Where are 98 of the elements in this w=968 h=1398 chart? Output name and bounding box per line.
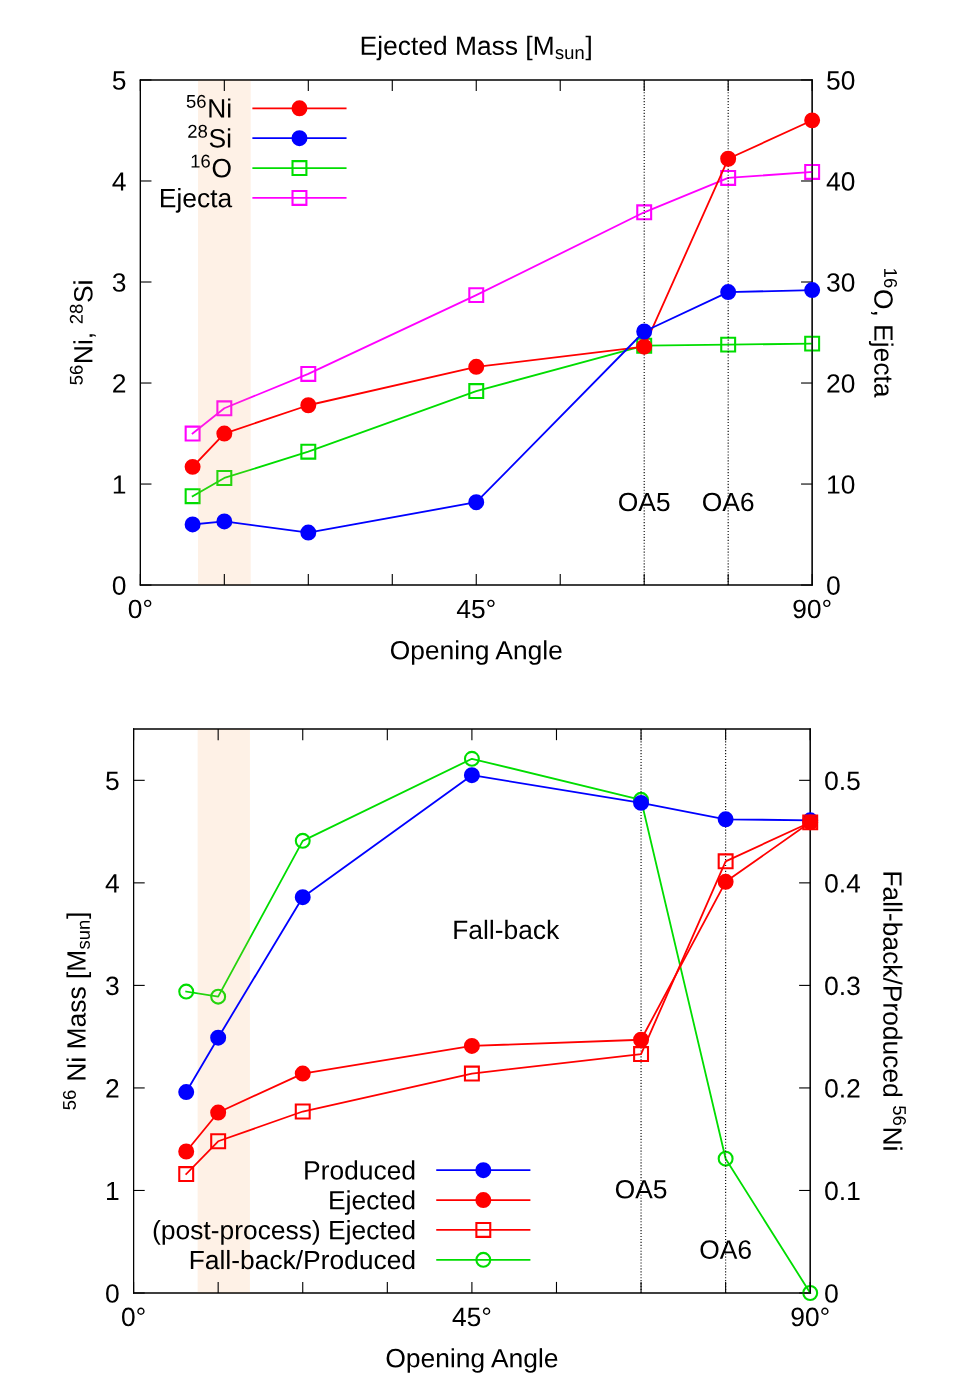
point <box>720 336 737 353</box>
point <box>463 1065 480 1082</box>
point <box>804 335 821 352</box>
point <box>300 443 317 460</box>
legend-label: Produced <box>305 1160 415 1180</box>
x-tick-label: 0° <box>128 599 152 619</box>
y2-tick-label: 50 <box>827 71 855 90</box>
chart-title: Ejected Mass [M$_{sun}$] <box>361 35 591 61</box>
y2-tick-label: 0.2 <box>825 1079 860 1098</box>
point <box>463 767 480 784</box>
legend-label: Ejected <box>330 1190 415 1215</box>
point <box>210 988 227 1005</box>
point <box>463 1037 480 1054</box>
x-tick-label: 90° <box>791 1307 829 1327</box>
point <box>178 1166 195 1183</box>
y-tick-label: 0 <box>106 1284 119 1303</box>
ref-line-label: OA5 <box>619 492 670 512</box>
point <box>178 983 195 1000</box>
point <box>804 112 821 129</box>
point <box>184 458 201 475</box>
point <box>720 169 737 186</box>
point <box>468 358 485 375</box>
y2-axis-title: Fall-back/Produced $^{56}$Ni <box>883 872 907 1150</box>
y2-tick-label: 0.4 <box>825 874 861 893</box>
legend-label: $^{56}$Ni <box>186 94 231 118</box>
x-axis-title: Opening Angle <box>386 1348 558 1373</box>
y2-tick-label: 40 <box>826 172 855 191</box>
point <box>802 1285 819 1301</box>
y-tick-label: 4 <box>105 874 119 893</box>
point <box>216 470 233 486</box>
point <box>468 287 485 304</box>
point <box>720 284 737 301</box>
y2-tick-label: 0 <box>827 576 840 595</box>
annotation: Fall-back <box>454 919 560 940</box>
y-tick-label: 5 <box>106 771 119 791</box>
y-tick-label: 4 <box>112 172 126 191</box>
point <box>717 1150 734 1167</box>
ref-line-label: OA6 <box>700 1240 751 1259</box>
point <box>294 832 311 849</box>
point <box>468 494 485 511</box>
point <box>633 1046 650 1063</box>
legend-label: (post-process) Ejected <box>153 1220 415 1245</box>
ref-line-label: OA6 <box>703 492 754 512</box>
y2-tick-label: 0 <box>825 1284 838 1303</box>
point <box>294 889 311 906</box>
y-tick-label: 3 <box>106 976 119 996</box>
y-tick-label: 3 <box>112 273 126 292</box>
point <box>210 1104 227 1121</box>
y-tick-label: 2 <box>113 374 126 393</box>
point <box>717 853 734 870</box>
legend-label: Fall-back/Produced <box>190 1249 415 1270</box>
y-tick-label: 1 <box>107 1181 119 1201</box>
y2-tick-label: 0.1 <box>825 1181 860 1201</box>
point <box>294 1103 311 1120</box>
y-axis-title: $^{56}$ Ni Mass [M$_{sun}$] <box>62 913 92 1110</box>
point <box>184 488 201 505</box>
legend-label: $^{16}$O <box>191 154 231 178</box>
y2-tick-label: 0.5 <box>825 771 860 791</box>
ref-line-label: OA5 <box>615 1179 667 1199</box>
point <box>636 204 653 221</box>
point <box>717 873 734 890</box>
point <box>720 150 737 167</box>
x-axis-title: Opening Angle <box>390 640 562 665</box>
point <box>184 516 201 533</box>
point <box>804 163 821 180</box>
y-tick-label: 2 <box>106 1079 119 1098</box>
point <box>468 383 485 400</box>
y-axis-title: $^{56}$Ni, $^{28}$Si <box>69 281 96 385</box>
x-tick-label: 90° <box>793 599 831 619</box>
point <box>216 513 233 530</box>
point <box>216 425 233 442</box>
point <box>636 323 653 340</box>
legend-label: Ejecta <box>161 188 233 213</box>
y2-tick-label: 30 <box>827 273 855 292</box>
y2-tick-label: 0.3 <box>825 976 860 996</box>
point <box>178 1084 195 1101</box>
point <box>300 524 317 541</box>
y-tick-label: 1 <box>113 475 126 494</box>
x-tick-label: 45° <box>456 599 495 619</box>
y-tick-label: 5 <box>112 71 126 90</box>
point <box>294 1065 311 1082</box>
point <box>463 750 480 767</box>
point <box>717 811 734 828</box>
point <box>216 400 233 417</box>
point <box>804 282 821 299</box>
point <box>210 1133 227 1150</box>
point <box>300 365 317 382</box>
point <box>178 1143 195 1160</box>
x-tick-label: 0° <box>122 1307 145 1327</box>
y2-tick-label: 20 <box>827 374 855 393</box>
legend-label: $^{28}$Si <box>188 124 231 148</box>
point <box>184 425 201 442</box>
point <box>300 397 317 414</box>
point <box>210 1029 227 1046</box>
y-tick-label: 0 <box>112 576 126 595</box>
y2-axis-title: $^{16}$O, Ejecta <box>868 269 898 398</box>
y2-tick-label: 10 <box>828 475 855 494</box>
x-tick-label: 45° <box>452 1307 491 1327</box>
